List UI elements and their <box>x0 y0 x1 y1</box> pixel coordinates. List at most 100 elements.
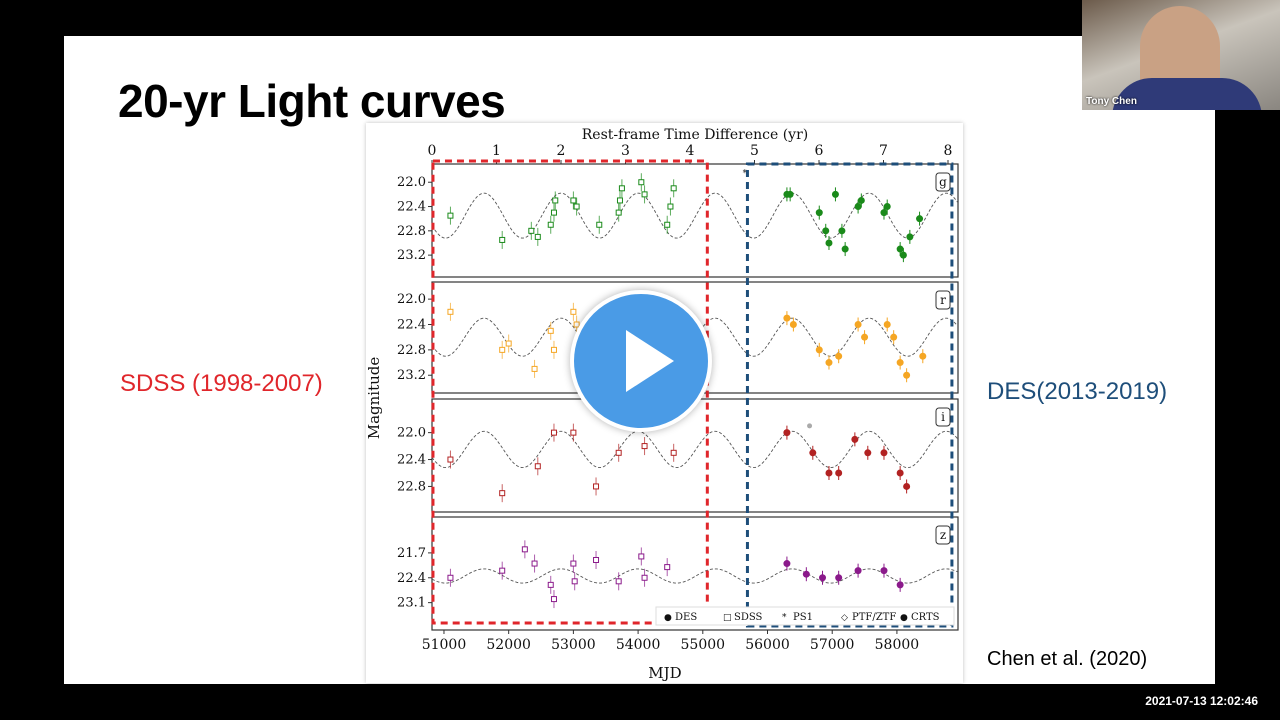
band-label: i <box>941 410 945 424</box>
sdss-point-g <box>670 185 677 192</box>
des-point-i <box>864 449 872 457</box>
legend-marker: * <box>782 613 787 623</box>
sdss-point-z <box>570 560 577 567</box>
band-label-box <box>935 290 951 310</box>
sdss-point-r <box>550 346 557 353</box>
sdss-point-g <box>528 227 535 234</box>
band-label: g <box>939 175 947 189</box>
sdss-point-z <box>638 553 645 560</box>
des-point-g <box>825 239 833 247</box>
slide-title: 20-yr Light curves <box>118 75 506 127</box>
y-tick-label: 22.0 <box>397 292 426 307</box>
sdss-point-g <box>550 209 557 216</box>
sdss-point-g <box>615 209 622 216</box>
y-tick-label: 22.0 <box>397 426 426 441</box>
citation: Chen et al. (2020) <box>987 648 1148 670</box>
sdss-point-i <box>641 443 648 450</box>
sdss-point-i <box>593 483 600 490</box>
region-box-des <box>745 162 954 628</box>
des-point-g <box>815 209 823 217</box>
panel-g-frame <box>431 163 959 278</box>
des-point-z <box>896 581 904 589</box>
des-point-i <box>835 469 843 477</box>
legend-label: DES <box>675 612 697 623</box>
legend-label: CRTS <box>911 612 940 623</box>
des-point-r <box>919 352 927 360</box>
des-point-z <box>802 570 810 578</box>
des-point-r <box>825 359 833 367</box>
des-point-r <box>815 346 823 354</box>
sdss-point-r <box>505 340 512 347</box>
band-label: z <box>940 528 946 542</box>
des-point-i <box>896 469 904 477</box>
sdss-point-r <box>547 327 554 334</box>
sdss-point-z <box>521 546 528 553</box>
sdss-point-z <box>550 596 557 603</box>
play-button[interactable] <box>570 290 712 432</box>
des-point-z <box>783 560 791 568</box>
legend-marker: ● <box>664 613 672 623</box>
sdss-point-r <box>499 346 506 353</box>
sdss-point-g <box>547 221 554 228</box>
legend-marker: ● <box>900 613 908 623</box>
sdss-point-i <box>550 429 557 436</box>
y-tick-label: 22.4 <box>397 571 426 586</box>
y-tick-label: 23.2 <box>397 368 426 383</box>
y-tick-label: 23.2 <box>397 248 426 263</box>
sdss-point-r <box>570 308 577 315</box>
des-point-i <box>851 435 859 443</box>
band-label-box <box>935 407 951 427</box>
des-point-r <box>896 359 904 367</box>
des-point-r <box>903 371 911 379</box>
des-point-g <box>906 233 914 241</box>
des-point-i <box>809 449 817 457</box>
sdss-point-z <box>447 574 454 581</box>
crts-point <box>807 423 813 429</box>
des-point-i <box>880 449 888 457</box>
des-point-g <box>857 196 865 204</box>
des-point-i <box>783 429 791 437</box>
model-curve-g <box>431 192 958 239</box>
sdss-point-z <box>571 578 578 585</box>
band-label: r <box>940 293 946 307</box>
y-tick-label: 22.8 <box>397 343 426 358</box>
top-x-tick-label: 3 <box>621 143 630 159</box>
ps1-point: * <box>743 169 748 179</box>
des-point-g <box>831 190 839 198</box>
top-x-tick-label: 2 <box>557 143 566 159</box>
sdss-point-z <box>664 564 671 571</box>
y-tick-label: 22.8 <box>397 479 426 494</box>
des-point-g <box>883 203 891 211</box>
des-point-r <box>783 314 791 322</box>
des-point-g <box>880 209 888 217</box>
sdss-point-g <box>664 221 671 228</box>
des-point-z <box>854 567 862 575</box>
x-tick-label: 53000 <box>551 637 596 653</box>
des-point-g <box>896 245 904 253</box>
y-tick-label: 21.7 <box>397 546 426 561</box>
sdss-point-i <box>447 456 454 463</box>
x-tick-label: 56000 <box>745 637 790 653</box>
x-tick-label: 57000 <box>810 637 855 653</box>
des-point-z <box>880 567 888 575</box>
y-tick-label: 22.8 <box>397 224 426 239</box>
sdss-point-z <box>641 574 648 581</box>
top-x-tick-label: 0 <box>428 143 437 159</box>
sdss-point-z <box>615 578 622 585</box>
model-curve-r <box>431 317 958 357</box>
des-point-r <box>883 320 891 328</box>
y-axis-label: Magnitude <box>366 357 383 440</box>
speaker-shirt <box>1112 78 1262 110</box>
x-tick-label: 55000 <box>681 637 726 653</box>
sdss-point-z <box>593 556 600 563</box>
top-x-tick-label: 1 <box>492 143 501 159</box>
y-tick-label: 22.4 <box>397 453 426 468</box>
des-point-r <box>789 320 797 328</box>
des-point-g <box>854 203 862 211</box>
top-x-tick-label: 5 <box>750 143 759 159</box>
des-point-i <box>903 482 911 490</box>
sdss-point-g <box>534 233 541 240</box>
x-tick-label: 58000 <box>875 637 920 653</box>
sdss-point-g <box>447 212 454 219</box>
y-tick-label: 22.4 <box>397 317 426 332</box>
